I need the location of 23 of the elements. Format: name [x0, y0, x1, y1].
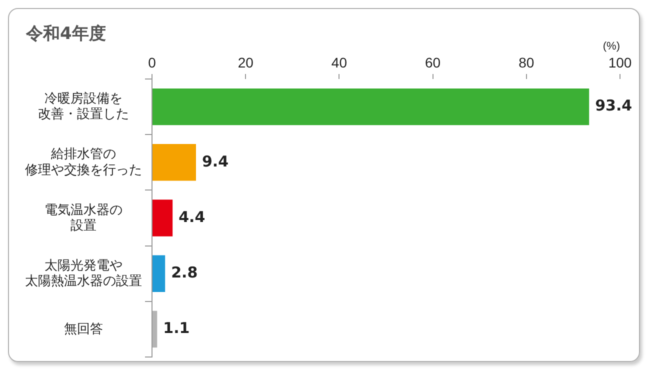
x-axis-title: (%): [602, 40, 620, 53]
bar: [152, 255, 166, 292]
chart-title: 令和4年度: [26, 23, 106, 45]
x-tick-label: 40: [331, 54, 348, 70]
x-tick-label: 0: [148, 54, 156, 70]
data-label: 9.4: [202, 152, 229, 170]
data-label: 1.1: [163, 319, 190, 338]
bar: [152, 200, 173, 236]
x-tick-label: 60: [425, 54, 441, 70]
bar: [152, 88, 590, 126]
y-tick-label: 太陽光発電や太陽熱温水器の設置: [25, 257, 142, 288]
data-label: 4.4: [178, 208, 206, 226]
y-tick-label: 無回答: [64, 320, 103, 336]
bar: [152, 310, 158, 348]
y-tick-label: 給排水管の修理や交換を行った: [25, 146, 142, 177]
data-label: 2.8: [171, 263, 198, 282]
data-label: 93.4: [595, 96, 632, 115]
x-tick-label: 80: [518, 54, 534, 70]
x-tick-label: 100: [608, 54, 632, 70]
y-tick-label: 冷暖房設備を改善・設置した: [38, 90, 129, 122]
bar: [152, 144, 196, 181]
y-tick-label: 電気温水器の設置: [44, 202, 122, 232]
x-tick-label: 20: [238, 54, 254, 70]
